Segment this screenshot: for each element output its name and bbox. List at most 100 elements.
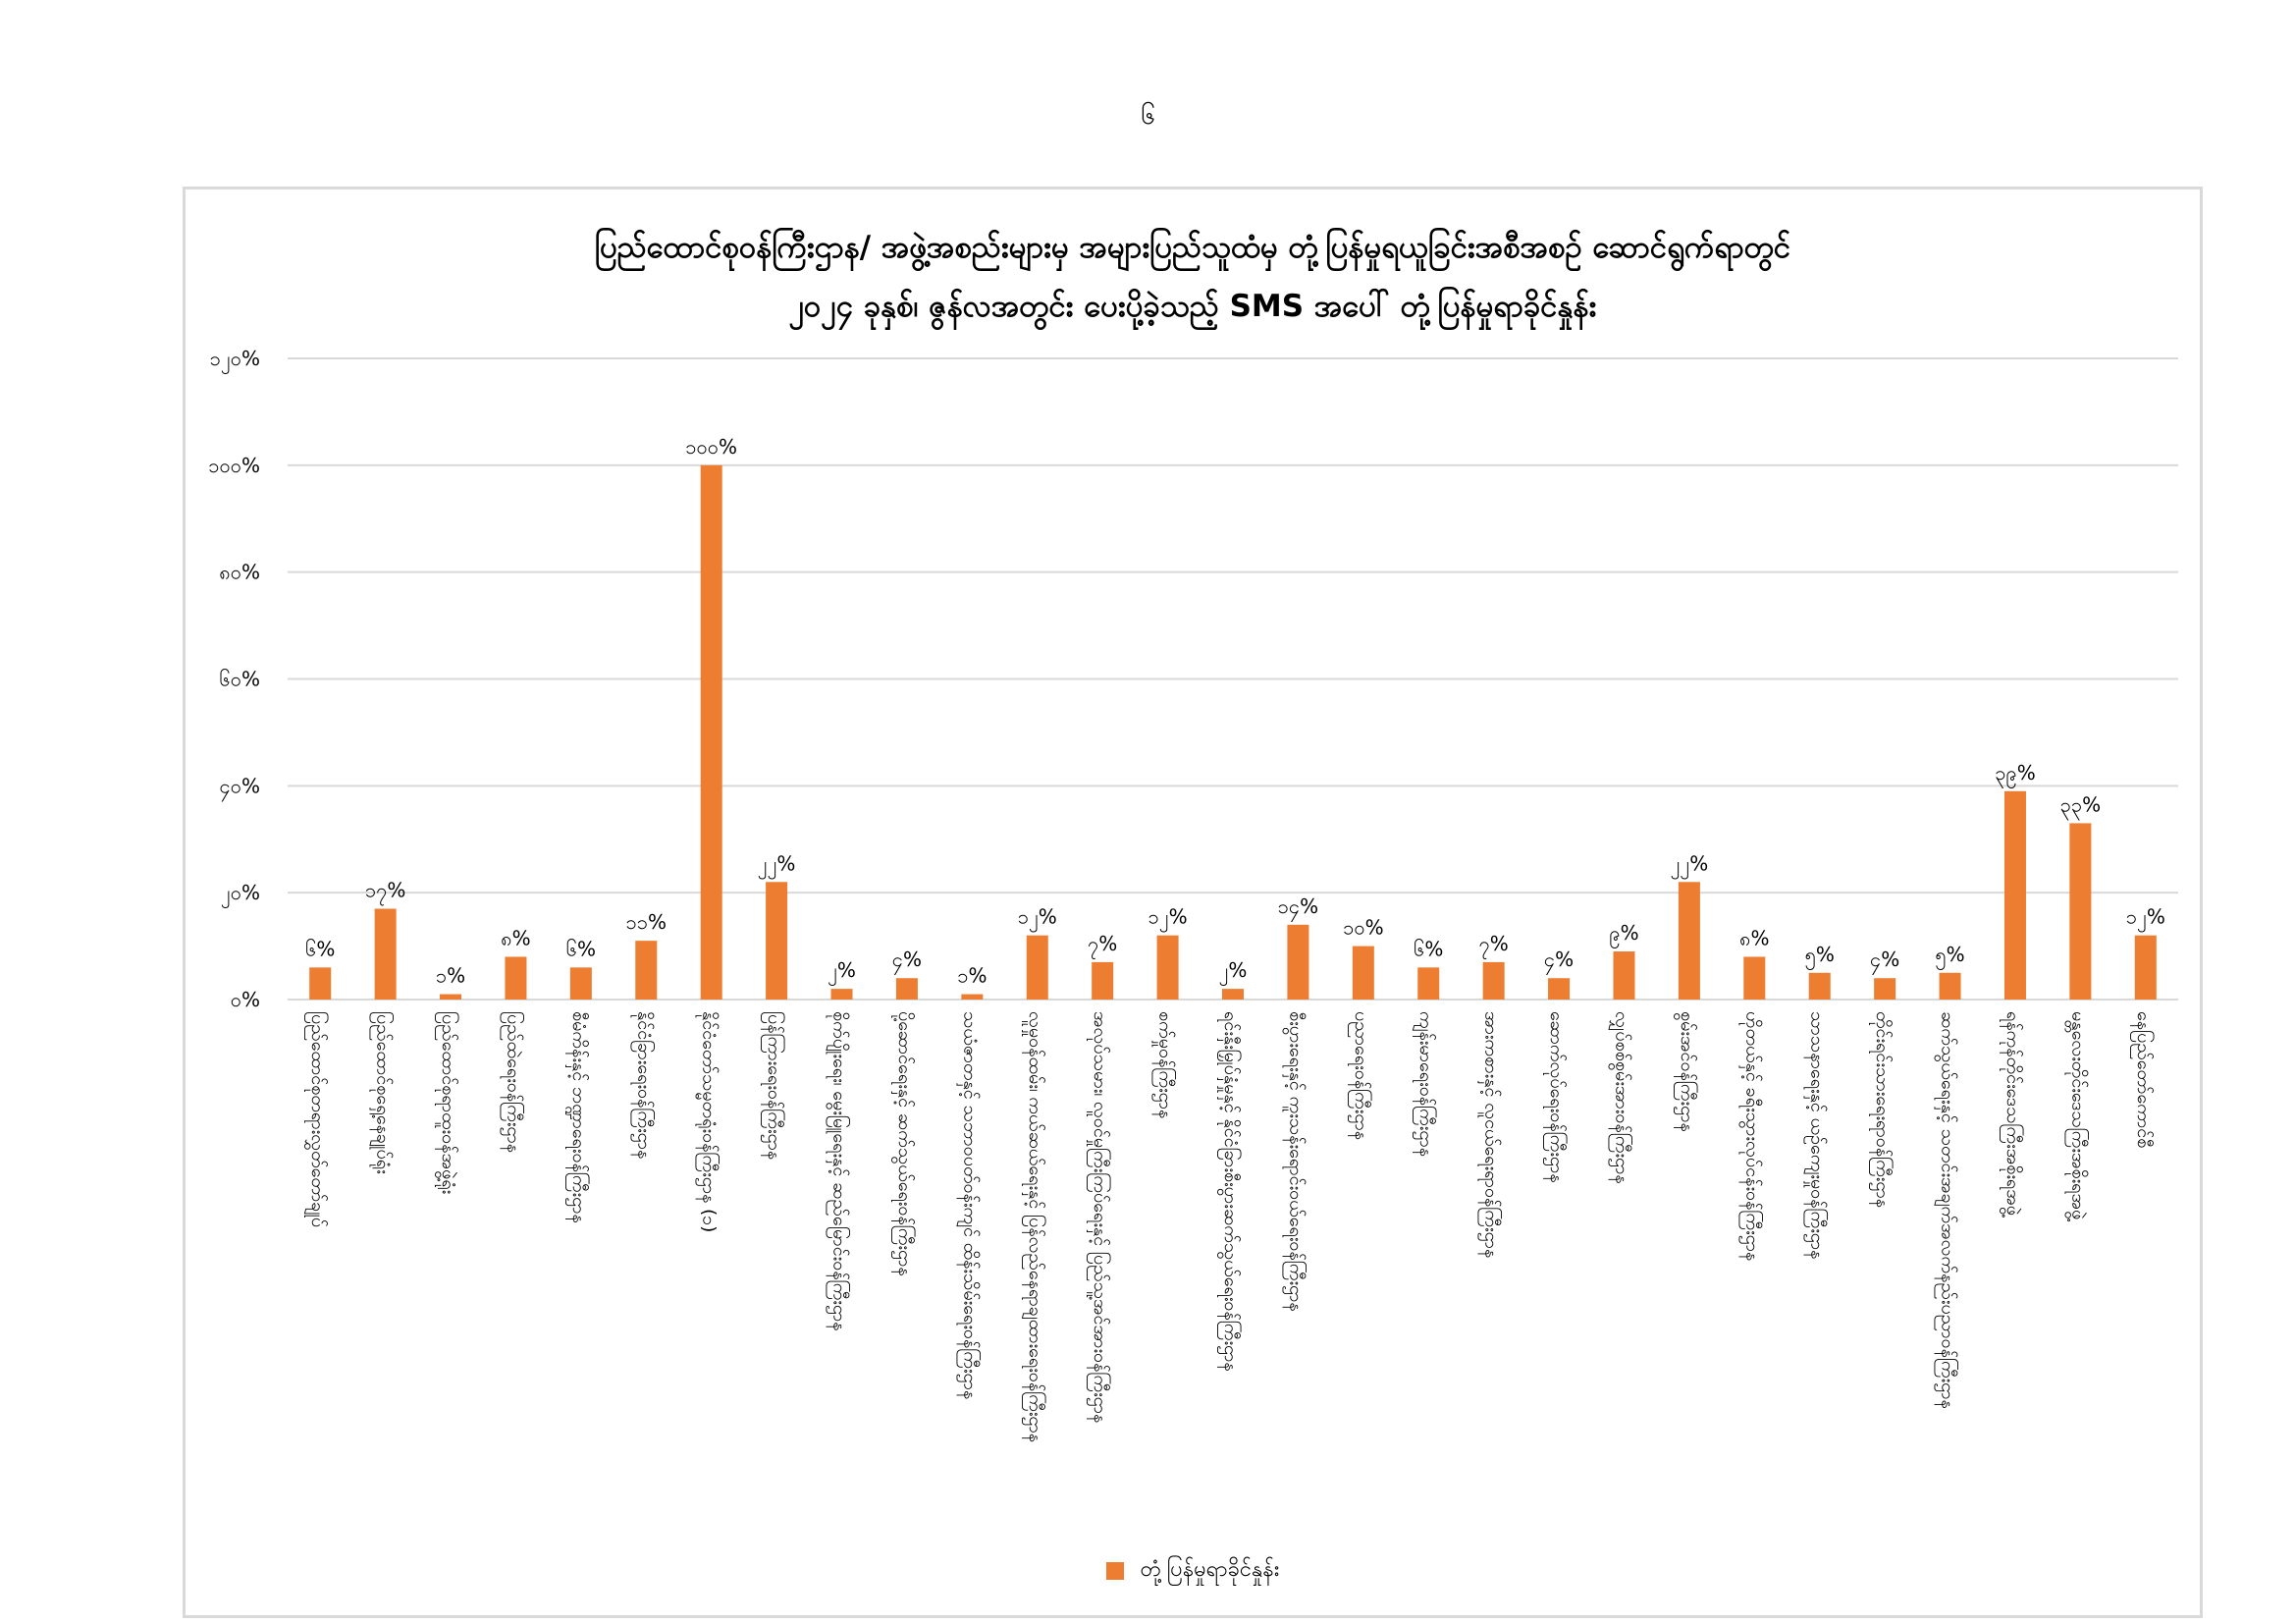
bar bbox=[961, 994, 984, 1000]
bar bbox=[1678, 882, 1700, 1000]
bar bbox=[1613, 951, 1635, 1000]
page-number: ၆ bbox=[1141, 101, 1155, 131]
y-tick-label: ၆၀% bbox=[219, 668, 260, 691]
data-label: ၆% bbox=[305, 937, 335, 960]
bar bbox=[830, 989, 853, 1000]
bar bbox=[1939, 972, 1961, 1000]
bar bbox=[440, 994, 462, 1000]
data-label: ၂၂% bbox=[1671, 851, 1709, 879]
bar bbox=[1026, 935, 1048, 1000]
y-axis-tick-labels: ၀% ၂၀% ၄၀% ၆၀% ၈၀% ၁၀၀% ၁၂၀% bbox=[208, 347, 260, 1011]
bar-chart: ၀% ၂၀% ၄၀% ၆၀% ၈၀% ၁၀၀% ၁၂၀% ၆% ၁၇% ၁% ၈% ၆% ၁၁% ၁၀၀… bbox=[208, 347, 2178, 1442]
data-label: ၇% bbox=[1479, 932, 1509, 959]
data-label: ၃၉% bbox=[1995, 761, 2036, 788]
bar bbox=[1222, 989, 1244, 1000]
category-label: ပြန်ကြားရေးဝန်ကြီးဌာန bbox=[761, 1011, 785, 1160]
bar bbox=[1548, 978, 1571, 1000]
data-label: ၉% bbox=[1609, 921, 1638, 948]
category-label: ဆက်သွယ်ရေးနှင့် သတင်းအချက်အလက်နည်းပညာဝန်… bbox=[1935, 1011, 1959, 1409]
y-tick-label: ၄၀% bbox=[219, 774, 260, 801]
bar bbox=[766, 882, 788, 1000]
category-label: အလုပ်သမား၊ လူဝင်မှုကြီးကြပ်ရေးနှင့် ပြည်… bbox=[1087, 1011, 1111, 1423]
category-label: ရန်ကုန်တိုင်းဒေသကြီးအစိုးရအဖွဲ့ bbox=[2000, 1011, 2024, 1218]
category-label: ပို့ဆောင်ရေးနှင့် ဆက်သွယ်ရေးဝန်ကြီးဌာန bbox=[891, 1011, 916, 1276]
category-label: သာသနာရေးနှင့် ယဉ်ကျေးမှုဝန်ကြီးဌာန bbox=[1804, 1011, 1829, 1259]
data-label: ၆% bbox=[1414, 937, 1443, 960]
category-label: ပြည်ထောင်စုတရားလွှတ်တော်ချုပ် bbox=[304, 1011, 329, 1227]
category-label: ပြည်ထောင်စုရာထူးဝန်အဖွဲ့ရုံး bbox=[435, 1011, 459, 1194]
data-label: ၄% bbox=[1544, 947, 1574, 975]
bar bbox=[1156, 935, 1179, 1000]
category-label: စွမ်းအင်ဝန်ကြီးဌာန bbox=[1674, 1011, 1698, 1132]
bar bbox=[505, 956, 527, 1000]
data-label: ၅% bbox=[1935, 943, 1964, 970]
data-label: ၆% bbox=[566, 937, 596, 960]
chart-frame: ပြည်ထောင်စုဝန်ကြီးဌာန/ အဖွဲ့အစည်းများမှ … bbox=[183, 187, 2203, 1618]
y-tick-label: ၁၂၀% bbox=[210, 347, 260, 374]
category-label: နိုင်ငံခြားရေးဝန်ကြီးဌာန bbox=[630, 1011, 655, 1159]
data-label: ၁၇% bbox=[365, 878, 406, 905]
bar bbox=[2003, 790, 2026, 1000]
data-label: ၁၂% bbox=[1018, 905, 1057, 933]
data-label: ၄% bbox=[1870, 947, 1899, 975]
category-label: ကျန်းမာရေးဝန်ကြီးဌာန bbox=[1413, 1011, 1437, 1157]
category-label: နေပြည်တော်ကောင်စီ bbox=[2130, 1011, 2155, 1148]
data-label: ၁၀၀% bbox=[685, 435, 737, 459]
y-tick-label: ၁၀၀% bbox=[208, 454, 260, 477]
data-label: ၈% bbox=[501, 926, 530, 949]
bar bbox=[569, 967, 592, 1000]
bar bbox=[635, 941, 658, 1000]
data-label: ၂% bbox=[1219, 958, 1248, 986]
data-label: ၁% bbox=[957, 964, 987, 988]
bar bbox=[1417, 967, 1440, 1000]
category-label: လူမှုဝန်ထမ်း၊ ကယ်ဆယ်ရေးနှင့် ပြန်လည်နေရာ… bbox=[1022, 1011, 1046, 1442]
category-label: စီမံကိန်းနှင့် ဘဏ္ဍာရေးဝန်ကြီးဌာန bbox=[565, 1011, 590, 1223]
bar bbox=[1743, 956, 1766, 1000]
category-label: စက်မှုဝန်ကြီးဌာန bbox=[1152, 1011, 1177, 1118]
category-label: မန္တလေးတိုင်းဒေသကြီးအစိုးရအဖွဲ့ bbox=[2064, 1011, 2089, 1221]
legend-label: တုံ့ပြန်မှုရာခိုင်နှုန်း bbox=[1140, 1557, 1280, 1582]
data-label: ၁၂% bbox=[1148, 905, 1188, 933]
data-label: ၁% bbox=[436, 964, 465, 988]
bars bbox=[309, 464, 2157, 1000]
category-label: ပြည်ထဲရေးဝန်ကြီးဌာန bbox=[500, 1011, 524, 1153]
data-labels: ၆% ၁၇% ၁% ၈% ၆% ၁၁% ၁၀၀% ၂၂% ၂% ၄% ၁% ၁၂% ၇% ၁၂% ၂% ၁၄%… bbox=[305, 435, 2165, 988]
category-label: ဆောက်လုပ်ရေးဝန်ကြီးဌာန bbox=[1543, 1011, 1568, 1183]
bar bbox=[1287, 924, 1309, 1000]
y-tick-label: ၀% bbox=[231, 988, 260, 1011]
category-labels: ပြည်ထောင်စုတရားလွှတ်တော်ချုပ် ပြည်ထောင်စု… bbox=[304, 1011, 2155, 1442]
bar bbox=[374, 908, 397, 1000]
bar bbox=[2069, 823, 2092, 1000]
category-label: လျှပ်စစ်စွမ်းအားဝန်ကြီးဌာန bbox=[1608, 1011, 1632, 1184]
bar bbox=[1352, 946, 1374, 1000]
gridlines bbox=[288, 357, 2178, 1001]
bar bbox=[1092, 961, 1114, 1000]
bar bbox=[1482, 961, 1505, 1000]
category-label: ပညာရေးဝန်ကြီးဌာန bbox=[1348, 1011, 1372, 1140]
chart-title-line-1: ပြည်ထောင်စုဝန်ကြီးဌာန/ အဖွဲ့အစည်းများမှ … bbox=[594, 230, 1791, 265]
bar bbox=[895, 978, 918, 1000]
legend: တုံ့ပြန်မှုရာခိုင်နှုန်း bbox=[186, 1554, 2200, 1587]
chart-title-line-2: ၂၀၂၄ ခုနှစ်၊ ဇွန်လအတွင်း ပေးပို့ခဲ့သည့် … bbox=[788, 289, 1597, 324]
data-label: ၁၂% bbox=[2126, 905, 2165, 933]
bar bbox=[1808, 972, 1831, 1000]
data-label: ၇% bbox=[1088, 932, 1117, 959]
y-tick-label: ၂၀% bbox=[221, 881, 260, 908]
y-tick-label: ၈၀% bbox=[219, 561, 260, 584]
category-label: စိုက်ပျိုးရေး၊ မွေးမြူရေးနှင့် ဆည်မြောင်… bbox=[827, 1011, 851, 1331]
data-label: ၁၀% bbox=[1343, 916, 1384, 940]
category-label: စီးပွားရေးနှင့် ကူးသန်းရောင်းဝယ်ရေးဝန်ကြ… bbox=[1282, 1011, 1307, 1312]
data-label: ၄% bbox=[892, 947, 922, 975]
category-label: သယံဇာတနှင့် သဘာဝပတ်ဝန်းကျင် ထိန်းသိမ်းရေ… bbox=[956, 1011, 981, 1399]
data-label: ၈% bbox=[1739, 926, 1769, 949]
category-label: ရင်းနှီးမြှုပ်နှံမှုနှင့် နိုင်ငံခြားစီး… bbox=[1217, 1011, 1242, 1372]
bar bbox=[700, 464, 722, 1000]
category-label: ပြည်ထောင်စုရှေ့နေချုပ်ရုံး bbox=[370, 1011, 395, 1174]
category-label: နိုင်ငံတော်သမ္မတရုံးဝန်ကြီးဌာန (၁) bbox=[696, 1011, 721, 1232]
data-label: ၁၁% bbox=[626, 910, 667, 934]
category-label: ဟိုတယ်နှင့် ခရီးသွားလုပ်ငန်းဝန်ကြီးဌာန bbox=[1738, 1011, 1763, 1261]
data-label: ၁၄% bbox=[1278, 894, 1319, 922]
bar bbox=[1874, 978, 1896, 1000]
legend-swatch bbox=[1105, 1561, 1124, 1580]
data-label: ၂၂% bbox=[758, 851, 796, 879]
